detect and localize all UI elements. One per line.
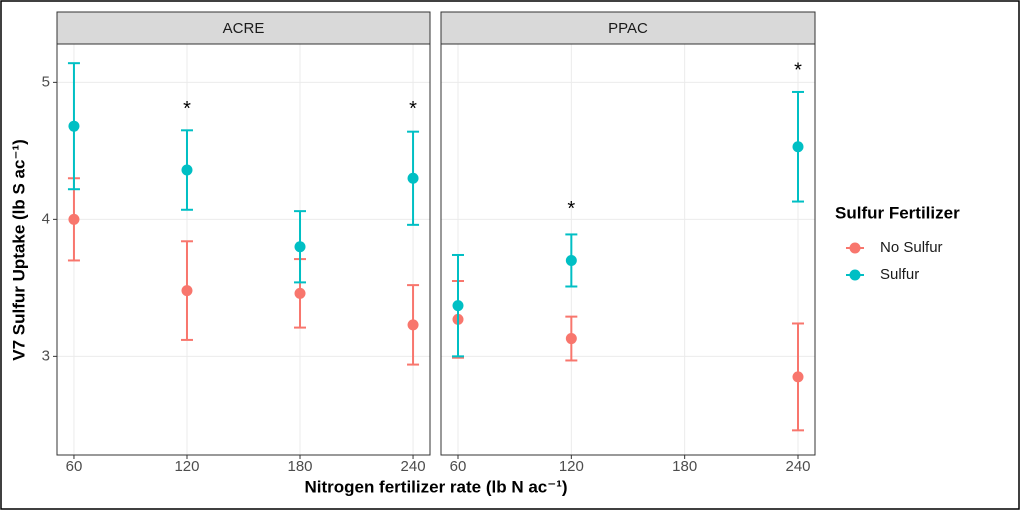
x-tick-label: 60: [450, 458, 467, 475]
x-axis-label: Nitrogen fertilizer rate (lb N ac⁻¹): [304, 477, 567, 496]
point: [792, 141, 804, 153]
point: [565, 333, 577, 345]
y-tick-label: 3: [42, 347, 50, 364]
annotation: *: [567, 198, 575, 220]
panel-background: [441, 44, 815, 455]
point: [181, 285, 193, 297]
panel-border: [56, 43, 431, 456]
legend-title: Sulfur Fertilizer: [835, 203, 960, 222]
y-tick-label: 4: [42, 210, 50, 227]
strip: [440, 11, 816, 45]
annotation: *: [183, 98, 191, 120]
annotation: *: [794, 60, 802, 82]
panel-border: [440, 43, 816, 456]
panel-background: [57, 44, 430, 455]
legend-label: No Sulfur: [880, 239, 943, 256]
point: [407, 172, 419, 184]
legend-swatch: [849, 242, 861, 254]
point: [452, 300, 464, 312]
point: [181, 164, 193, 176]
point: [792, 371, 804, 383]
x-tick-label: 180: [672, 458, 697, 475]
legend-swatch: [849, 269, 861, 281]
strip: [56, 11, 431, 45]
x-tick-label: 120: [174, 458, 199, 475]
y-tick-label: 5: [42, 73, 50, 90]
point: [294, 287, 306, 299]
x-tick-label: 60: [66, 458, 83, 475]
y-axis-label: V7 Sulfur Uptake (lb S ac⁻¹): [9, 139, 28, 361]
legend-label: Sulfur: [880, 266, 919, 283]
point: [407, 319, 419, 331]
point: [68, 213, 80, 225]
point: [294, 241, 306, 253]
x-tick-label: 120: [559, 458, 584, 475]
x-tick-label: 240: [785, 458, 810, 475]
annotation: *: [409, 98, 417, 120]
panel-title: PPAC: [608, 20, 648, 37]
point: [68, 120, 80, 132]
x-tick-label: 240: [401, 458, 426, 475]
point: [565, 254, 577, 266]
panel-title: ACRE: [223, 20, 265, 37]
x-tick-label: 180: [287, 458, 312, 475]
